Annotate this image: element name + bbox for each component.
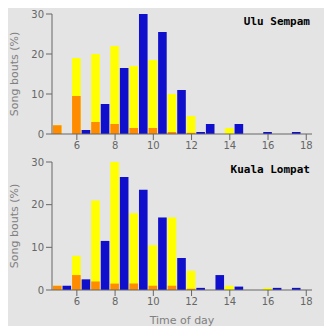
svg-text:20: 20 — [31, 199, 44, 210]
svg-text:10: 10 — [31, 89, 44, 100]
svg-text:16: 16 — [262, 296, 275, 307]
svg-text:18: 18 — [300, 140, 313, 151]
svg-text:14: 14 — [223, 140, 236, 151]
svg-text:Song bouts (%): Song bouts (%) — [8, 184, 21, 268]
svg-text:0: 0 — [38, 285, 44, 296]
svg-text:12: 12 — [185, 296, 198, 307]
html-text:Ulu Sempam: Ulu Sempam — [243, 15, 310, 28]
html-text:Kuala Lompat: Kuala Lompat — [230, 163, 310, 176]
svg-text:6: 6 — [74, 296, 80, 307]
svg-text:Song bouts (%): Song bouts (%) — [8, 32, 21, 116]
svg-text:10: 10 — [147, 296, 160, 307]
svg-text:10: 10 — [31, 242, 44, 253]
svg-text:0: 0 — [38, 129, 44, 140]
svg-text:30: 30 — [31, 157, 44, 168]
svg-text:18: 18 — [300, 296, 313, 307]
svg-text:8: 8 — [112, 296, 118, 307]
svg-text:14: 14 — [223, 296, 236, 307]
svg-text:16: 16 — [262, 140, 275, 151]
svg-text:20: 20 — [31, 49, 44, 60]
svg-text:12: 12 — [185, 140, 198, 151]
svg-text:8: 8 — [112, 140, 118, 151]
svg-text:10: 10 — [147, 140, 160, 151]
svg-text:30: 30 — [31, 9, 44, 20]
svg-text:Time of day: Time of day — [149, 314, 215, 326]
svg-text:6: 6 — [74, 140, 80, 151]
